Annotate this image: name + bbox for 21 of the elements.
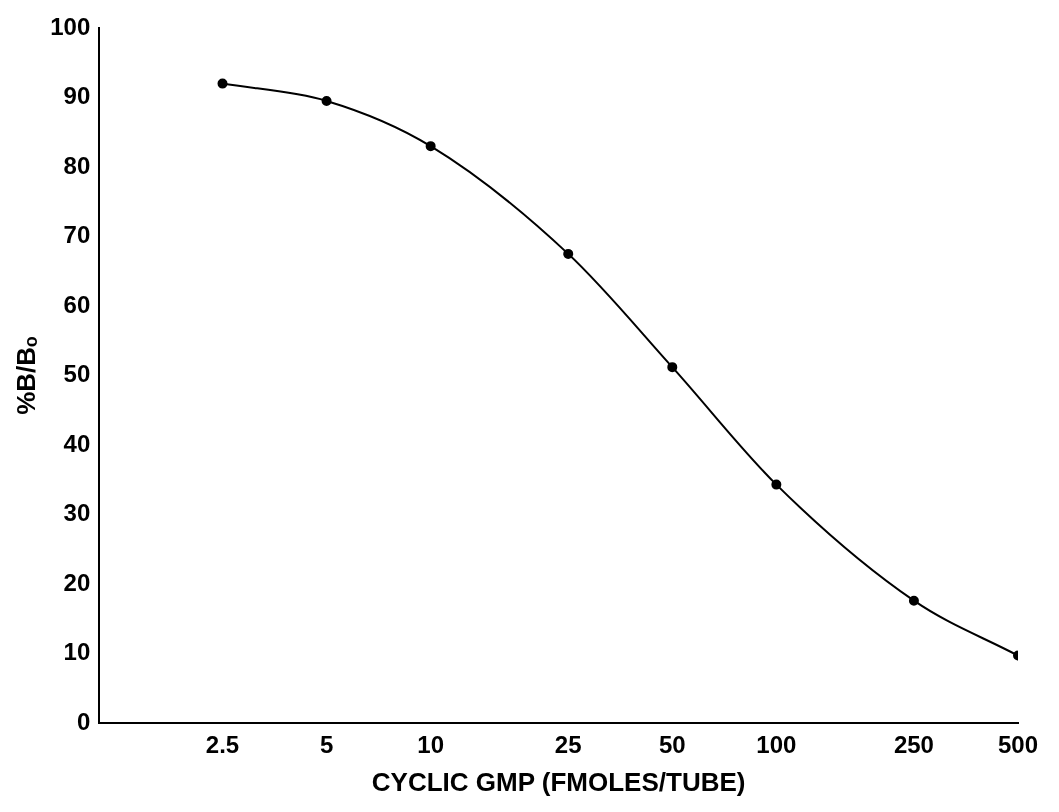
x-tick-label: 5 [319,731,334,759]
x-tick-label: 2.5 [205,731,240,759]
x-tick-label: 100 [756,731,797,759]
y-tick-label: 80 [63,151,91,179]
y-tick-label: 40 [63,429,91,457]
y-tick-label: 10 [63,638,91,666]
x-tick-label: 500 [997,731,1039,759]
y-tick-label: 100 [50,12,91,40]
y-tick-label: 90 [63,82,91,110]
x-axis-title: CYCLIC GMP (FMOLES/TUBE) [371,766,746,797]
x-tick-label: 25 [554,731,582,759]
x-tick-label: 50 [658,731,686,759]
y-tick-label: 30 [63,499,91,527]
y-tick-label: 60 [63,290,91,318]
x-tick-label: 250 [893,731,934,759]
y-tick-label: 50 [63,360,91,388]
y-tick-label: 70 [63,221,91,249]
y-axis-title: %B/Bₒ [10,335,41,415]
x-tick-label: 10 [417,731,444,759]
y-tick-label: 20 [63,568,91,596]
y-tick-label: 0 [76,707,91,735]
